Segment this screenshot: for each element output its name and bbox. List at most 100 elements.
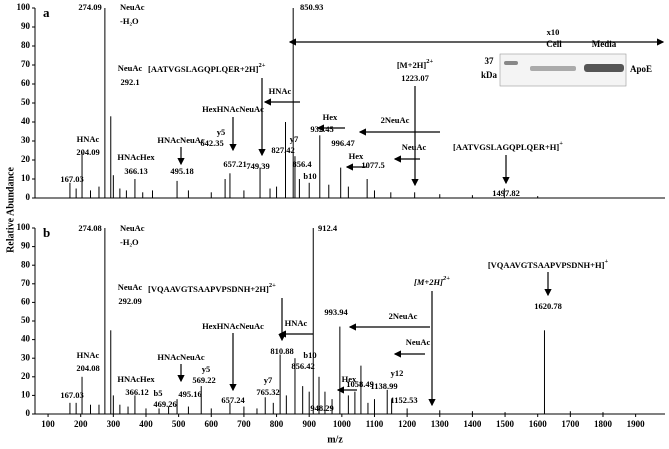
annotation-text: HNAc xyxy=(77,134,100,144)
annotation: [VQAAVGTSAAPVPSDNH+2H]2+ xyxy=(148,282,276,293)
peak-label: 856.42 xyxy=(291,361,314,371)
peak-label: 993.94 xyxy=(324,307,348,317)
x-tick-label: 900 xyxy=(302,419,316,429)
annotation: 2NeuAc xyxy=(389,311,418,321)
inset: Cell Media 37 kDa ApoE xyxy=(481,39,652,87)
annotation: NeuAc xyxy=(118,63,143,73)
peak-label: 204.08 xyxy=(76,363,99,373)
peak-label: 569.22 xyxy=(192,375,215,385)
annotation-sup: + xyxy=(559,140,563,147)
annotation-text: Hex xyxy=(323,112,338,122)
y-axis-label: Relative Abundance xyxy=(5,167,16,253)
x-tick-label: 1100 xyxy=(366,419,384,429)
peak-label: 749.39 xyxy=(246,161,269,171)
y-tick-label: 80 xyxy=(21,259,31,269)
annotation-text: HNAcNeuAc xyxy=(157,135,204,145)
annotation-text: NeuAc xyxy=(406,337,431,347)
peak-label: 932.45 xyxy=(310,124,333,134)
peak-label: 292.1 xyxy=(120,77,139,87)
peak-label: 810.88 xyxy=(270,346,293,356)
y-tick-label: 40 xyxy=(21,116,31,126)
annotation-text: HNAcHex xyxy=(117,374,155,384)
annotation-text: [VQAAVGTSAAPVPSDNH+H] xyxy=(488,260,605,270)
x-tick-label: 1500 xyxy=(496,419,515,429)
x-tick-label: 500 xyxy=(172,419,186,429)
annotation-text: [VQAAVGTSAAPVPSDNH+2H] xyxy=(148,284,269,294)
annotation: HNAcNeuAc xyxy=(157,135,204,145)
annotation: [M+2H]2+ xyxy=(414,275,450,286)
annotation-text: HNAcNeuAc xyxy=(157,352,204,362)
annotation: b5 xyxy=(154,388,163,398)
y-tick-label: 10 xyxy=(21,173,31,183)
annotation: HNAc xyxy=(77,134,100,144)
annotation: [M+2H]2+ xyxy=(397,58,434,69)
x-axis-label: m/z xyxy=(327,434,343,445)
annotation-sup: 2+ xyxy=(426,58,433,65)
annotation-text: [M+2H] xyxy=(414,277,443,287)
peak-label: 366.13 xyxy=(124,166,147,176)
annotation-text: HNAc xyxy=(77,350,100,360)
annotation: [AATVGSLAGQPLQER+2H]2+ xyxy=(148,62,266,73)
peak-label: 274.08 xyxy=(78,223,101,233)
annotation-text: [M+2H] xyxy=(397,60,427,70)
annotation: y5 xyxy=(217,127,226,137)
y-tick-label: 20 xyxy=(21,154,31,164)
annotation-sup: 2+ xyxy=(258,62,265,69)
peak-label: 1620.78 xyxy=(534,301,562,311)
y-tick-label: 0 xyxy=(26,408,31,418)
panel-label: a xyxy=(43,5,50,20)
annotation-text: HexHNAcNeuAc xyxy=(202,321,264,331)
annotation: 2NeuAc xyxy=(381,115,410,125)
y-tick-label: 30 xyxy=(21,352,31,362)
annotation-text: NeuAc xyxy=(120,223,145,233)
x-tick-label: 1600 xyxy=(529,419,548,429)
annotation: y7 xyxy=(264,375,273,385)
peak-label: 495.18 xyxy=(170,166,193,176)
annotation: y5 xyxy=(202,364,211,374)
peak-label: 167.03 xyxy=(60,174,83,184)
annotation-text: HNAc xyxy=(269,86,292,96)
annotation-text: 2NeuAc xyxy=(381,115,410,125)
peak-label: 1077.5 xyxy=(361,160,384,170)
annotation-text: HNAc xyxy=(285,318,308,328)
peak-label: 827.42 xyxy=(271,145,294,155)
x-tick-label: 1800 xyxy=(594,419,613,429)
y-tick-label: 0 xyxy=(26,192,31,202)
x-tick-label: 200 xyxy=(74,419,88,429)
annotation: HexHNAcNeuAc xyxy=(202,104,264,114)
annotation: HNAcHex xyxy=(117,152,155,162)
annotation-text: HNAcHex xyxy=(117,152,155,162)
y-tick-label: 60 xyxy=(21,78,31,88)
peak-label: 274.09 xyxy=(78,2,101,12)
inset-lane: Cell xyxy=(546,39,562,49)
annotation-text: b5 xyxy=(154,388,163,398)
annotation: Hex xyxy=(342,374,357,384)
y-tick-label: 10 xyxy=(21,389,31,399)
peak-label: 642.35 xyxy=(200,138,223,148)
y-tick-label: 90 xyxy=(21,21,31,31)
annotation: HexHNAcNeuAc xyxy=(202,321,264,331)
y-tick-label: 70 xyxy=(21,59,31,69)
annotation-text: -H₂O xyxy=(120,16,139,26)
annotation: HNAc xyxy=(269,86,292,96)
x-tick-label: 1400 xyxy=(463,419,482,429)
annotation-text: y7 xyxy=(290,134,299,144)
peak-label: 948.29 xyxy=(310,403,333,413)
x-tick-label: 300 xyxy=(107,419,121,429)
x-tick-label: 1000 xyxy=(333,419,352,429)
annotation-text: b10 xyxy=(303,171,316,181)
y-tick-label: 100 xyxy=(17,222,31,232)
y-tick-label: 50 xyxy=(21,315,31,325)
annotation-text: [AATVGSLAGQPLQER+H] xyxy=(453,142,559,152)
peak-label: 1497.82 xyxy=(492,188,520,198)
peak-label: 996.47 xyxy=(331,138,355,148)
annotation: NeuAc xyxy=(120,2,145,12)
y-tick-label: 90 xyxy=(21,241,31,251)
annotation: Hex xyxy=(349,151,364,161)
annotation-text: NeuAc xyxy=(120,2,145,12)
y-tick-label: 50 xyxy=(21,97,31,107)
annotation-text: -H₂O xyxy=(120,237,139,247)
x-tick-label: 1300 xyxy=(431,419,450,429)
annotation: NeuAc xyxy=(118,282,143,292)
peak-label: 167.03 xyxy=(60,390,83,400)
